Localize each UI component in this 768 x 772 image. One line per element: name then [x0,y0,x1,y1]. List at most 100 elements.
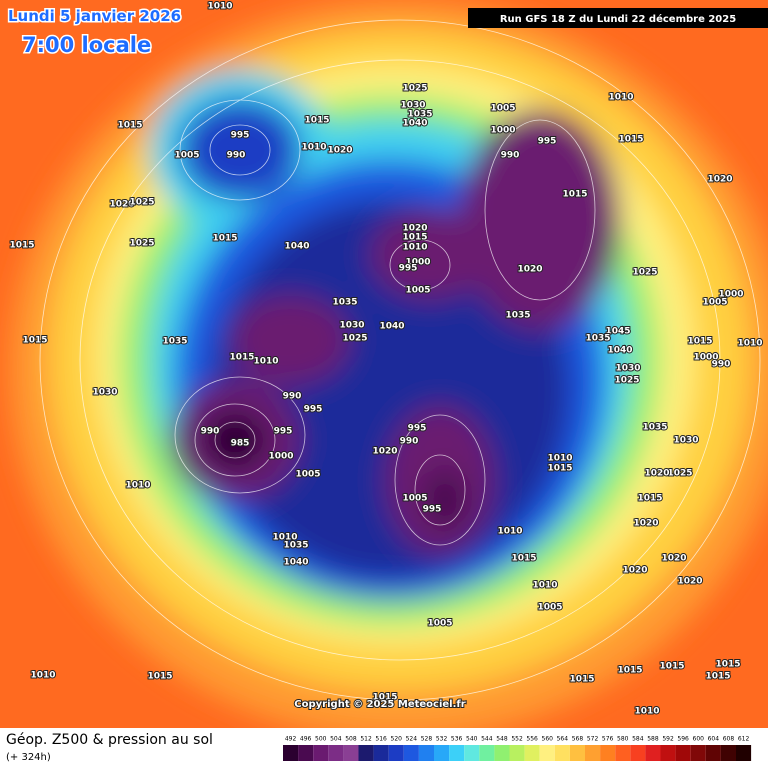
pressure-label: 1015 [705,672,730,682]
scale-label: 572 [587,736,599,743]
pressure-label: 1020 [633,519,658,529]
pressure-label: 1025 [667,469,692,479]
pressure-label: 1040 [402,119,427,129]
pressure-label: 1005 [402,494,427,504]
pressure-label: 1025 [614,376,639,386]
pressure-label: 1020 [644,469,669,479]
pressure-label: 995 [423,505,442,515]
pressure-label: 995 [538,137,557,147]
pressure-label: 1015 [569,675,594,685]
pressure-label: 1005 [295,470,320,480]
scale-label: 524 [406,736,418,743]
scale-swatch [313,745,329,761]
pressure-label: 1000 [268,452,293,462]
pressure-label: 1010 [634,707,659,717]
pressure-label: 995 [231,131,250,141]
pressure-label: 1035 [585,334,610,344]
scale-swatch [373,745,389,761]
pressure-label: 990 [227,151,246,161]
scale-label: 544 [481,736,493,743]
pressure-label: 1005 [427,619,452,629]
scale-label: 496 [300,736,312,743]
pressure-label: 1040 [379,322,404,332]
scale-label: 588 [647,736,659,743]
scale-swatch [464,745,480,761]
pressure-label: 1025 [129,239,154,249]
scale-swatch [630,745,646,761]
scale-label: 600 [693,736,705,743]
pressure-label: 1010 [608,93,633,103]
scale-swatch [449,745,465,761]
scale-label: 564 [557,736,569,743]
pressure-label: 1020 [372,447,397,457]
pressure-label: 1000 [490,126,515,136]
scale-swatch [585,745,601,761]
pressure-label: 1015 [372,693,397,703]
pressure-label: 1010 [272,533,297,543]
scale-swatch [403,745,419,761]
pressure-label: 1030 [673,436,698,446]
pressure-label: 1015 [637,494,662,504]
scale-swatch [720,745,736,761]
scale-label: 536 [451,736,463,743]
pressure-label: 1015 [687,337,712,347]
scale-label: 548 [496,736,508,743]
scale-swatch [736,745,752,761]
pressure-label: 990 [400,437,419,447]
scale-swatch [479,745,495,761]
pressure-label: 1045 [605,327,630,337]
pressure-label: 1015 [9,241,34,251]
scale-swatch [600,745,616,761]
pressure-label: 1010 [402,243,427,253]
pressure-label: 1020 [517,265,542,275]
scale-label: 560 [542,736,554,743]
pressure-label: 1035 [505,311,530,321]
pressure-label: 1025 [129,198,154,208]
pressure-label: 990 [501,151,520,161]
scale-label: 580 [617,736,629,743]
scale-label: 520 [391,736,403,743]
scale-swatch [298,745,314,761]
pressure-label: 1010 [253,357,278,367]
pressure-label: 1020 [677,577,702,587]
footer-lead: (+ 324h) [6,752,51,763]
scale-swatch [358,745,374,761]
pressure-label: 1035 [642,423,667,433]
forecast-date: Lundi 5 janvier 2026 [8,7,181,25]
pressure-label: 1035 [283,541,308,551]
forecast-time: 7:00 locale [22,33,151,57]
scale-swatch [418,745,434,761]
pressure-label: 1010 [737,339,762,349]
scale-swatch [615,745,631,761]
pressure-label: 1015 [617,666,642,676]
pressure-label: 1040 [607,346,632,356]
pressure-label: 1010 [207,2,232,12]
pressure-label: 1030 [92,388,117,398]
scale-swatch [434,745,450,761]
pressure-label: 1010 [30,671,55,681]
pressure-label: 1010 [497,527,522,537]
scale-swatch [675,745,691,761]
pressure-label: 1015 [402,233,427,243]
pressure-label: 1025 [342,334,367,344]
pressure-label: 1030 [615,364,640,374]
pressure-label: 1015 [22,336,47,346]
scale-swatch [539,745,555,761]
pressure-label: 1020 [707,175,732,185]
pressure-label: 1020 [402,224,427,234]
scale-label: 584 [632,736,644,743]
scale-swatch [660,745,676,761]
copyright: Copyright © 2025 Meteociel.fr [294,699,465,710]
pressure-label: 1015 [304,116,329,126]
pressure-label: 1040 [284,242,309,252]
pressure-label: 1005 [702,298,727,308]
scale-label: 608 [723,736,735,743]
scale-label: 612 [738,736,750,743]
pressure-label: 1015 [659,662,684,672]
pressure-label: 1000 [693,353,718,363]
scale-label: 500 [315,736,327,743]
scale-label: 552 [511,736,523,743]
